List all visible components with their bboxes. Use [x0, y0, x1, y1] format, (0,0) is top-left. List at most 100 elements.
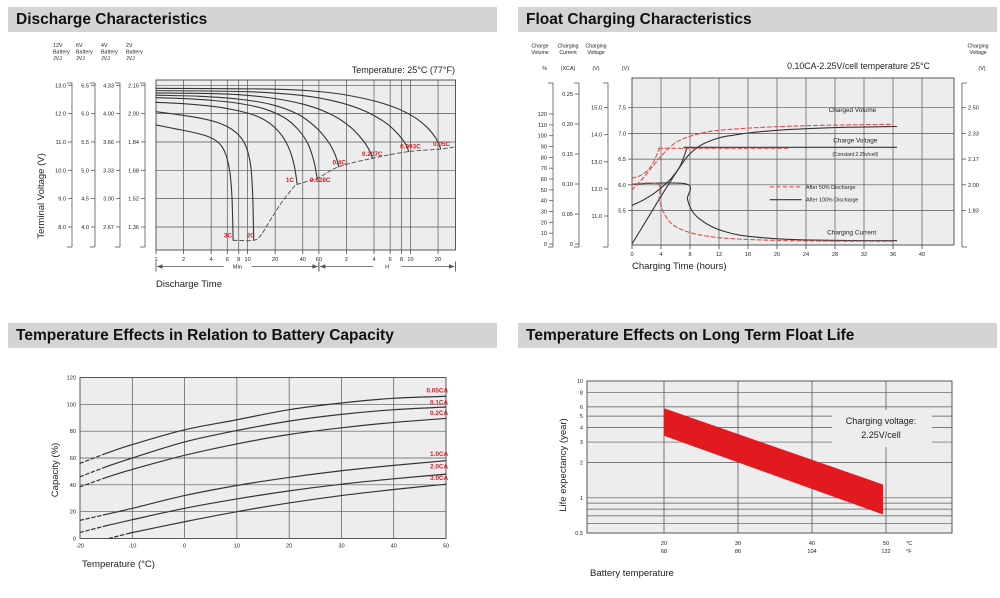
axis-tick-label: 0.25	[562, 92, 573, 98]
series-charging-current-50	[631, 182, 894, 242]
series-label: 0.05CA	[426, 387, 448, 394]
axis-tick-label: 60	[541, 177, 547, 183]
x-tick-celsius: 40	[809, 541, 815, 547]
y-tick-label: 8	[580, 390, 583, 396]
axis-header: JVJ	[101, 56, 110, 62]
x-tick-label: -10	[128, 544, 136, 550]
axis-tick-label: 1.52	[128, 197, 139, 203]
x-axis-title: Charging Time (hours)	[632, 261, 727, 272]
axis-header: Voltage	[969, 50, 986, 56]
axis-header: Volume	[531, 50, 548, 56]
series-1.0CA	[105, 460, 447, 515]
x-axis-title: Battery temperature	[590, 568, 674, 579]
y-tick-label: 10	[577, 379, 583, 385]
series-1C	[155, 101, 298, 186]
axis-tick-label: 2.17	[968, 157, 979, 163]
axis-header: 6V	[76, 43, 83, 49]
series-label: 0.4C	[332, 160, 346, 167]
axis-header: 2V	[126, 43, 133, 49]
axis-tick-label: 80	[541, 155, 547, 161]
x-tick-label: 4	[372, 257, 375, 263]
axis-tick-label: 30	[541, 210, 547, 216]
axis-tick-label: 20	[541, 220, 547, 226]
section-title: Float Charging Characteristics	[526, 11, 752, 28]
x-tick-label: 30	[338, 544, 344, 550]
arrowhead-right	[312, 264, 318, 269]
plot-annotation: 0.10CA-2.25V/cell temperature 25°C	[787, 61, 931, 71]
axis-tick-label: 90	[541, 145, 547, 151]
series-charged-volume-100	[631, 125, 898, 245]
x-tick-label: 24	[803, 252, 809, 258]
axis-tick-label: 10.0	[55, 168, 66, 174]
x-tick-label: 50	[443, 544, 449, 550]
y-tick-label: 0.5	[575, 531, 583, 537]
x-tick-label: 4	[659, 252, 662, 258]
y-tick-label: 3	[580, 440, 583, 446]
axis-tick-label: 110	[538, 123, 547, 129]
axis-tick-label: 0	[570, 242, 573, 248]
x-tick-label: 16	[745, 252, 751, 258]
float-charging-chart: 0 4 8 12 16 20 24 28 32 36 40 0 10 20 30 40 50 60 70 80 90 10…	[531, 44, 988, 273]
series-3C	[155, 124, 234, 241]
x-tick-label: 8	[688, 252, 691, 258]
y-tick-label: 100	[67, 402, 76, 408]
x-tick-fahrenheit: 104	[807, 549, 816, 555]
x-tick-label: 40	[300, 257, 306, 263]
series-0.05CA	[105, 395, 447, 454]
x-tick-label: 6	[389, 257, 392, 263]
life-expectancy-band	[664, 408, 883, 515]
series-charge-voltage-100	[631, 146, 898, 206]
section-title: Temperature Effects in Relation to Batte…	[16, 327, 394, 344]
axis-header: JVJ	[53, 56, 62, 62]
axis-tick-label: 5.5	[81, 140, 89, 146]
x-tick-fahrenheit: 86	[735, 549, 741, 555]
series-label: 0.093C	[400, 144, 421, 151]
series-0.4C	[155, 94, 340, 168]
x-tick-label: 20	[435, 257, 441, 263]
axis-tick-label: 1.68	[128, 168, 139, 174]
axis-tick-label: 40	[541, 199, 547, 205]
y-axis-6v-battery: 6.5 6.0 5.5 5.0 4.5 4.0	[81, 82, 96, 248]
axis-tick-label: 2.16	[128, 83, 139, 89]
y-axis-title: Capacity (%)	[50, 443, 61, 497]
x-tick-label: 20	[286, 544, 292, 550]
axis-tick-label: 8.0	[58, 225, 66, 231]
axis-tick-label: 0.15	[562, 152, 573, 158]
series-label: 0.628C	[310, 177, 331, 184]
axis-tick-label: 100	[538, 134, 547, 140]
plot-border	[586, 380, 953, 534]
axis-header: Charging	[557, 44, 578, 50]
x-tick-celsius: 30	[735, 541, 741, 547]
plot-annotation: Temperature: 25°C (77°F)	[352, 65, 455, 75]
section-header-float-charging: Float Charging Characteristics	[518, 7, 997, 32]
y-tick-label: 40	[70, 483, 76, 489]
axis-tick-label: 14.0	[591, 133, 602, 139]
axis-tick-label: 0.10	[562, 182, 573, 188]
series-1.0CA-dashed	[79, 513, 107, 521]
y-tick-label: 20	[70, 510, 76, 516]
y-axis-title: Terminal Voltage (V)	[36, 153, 47, 239]
axis-header: JVJ	[76, 56, 85, 62]
x-tick-label: 4	[210, 257, 213, 263]
x-tick-label: 60	[316, 257, 322, 263]
series-label: 1C	[286, 177, 295, 184]
axis-header: Charging	[967, 44, 988, 50]
annotation-line: 2.25V/cell	[861, 430, 901, 440]
x-tick-label: 2	[182, 257, 185, 263]
series-charge-voltage-50	[631, 147, 789, 179]
series-0.05C	[155, 87, 442, 150]
series-2.0CA	[105, 473, 447, 527]
series-label: 2.0CA	[430, 464, 448, 471]
axis-unit: (V)	[622, 66, 629, 72]
y-axis-2v-battery: 2.16 2.00 1.84 1.68 1.52 1.36	[128, 82, 146, 248]
y-axis-charge-volume: 0 10 20 30 40 50 60 70 80 90 100 110 120	[538, 82, 554, 248]
series-label: 3C	[224, 233, 233, 240]
axis-header: Voltage	[587, 50, 604, 56]
axis-tick-label: 12.0	[591, 187, 602, 193]
x-tick-label: 32	[861, 252, 867, 258]
x-tick-label: 12	[716, 252, 722, 258]
series-label: 0.2CA	[430, 410, 448, 417]
axis-header: Battery	[76, 50, 93, 56]
